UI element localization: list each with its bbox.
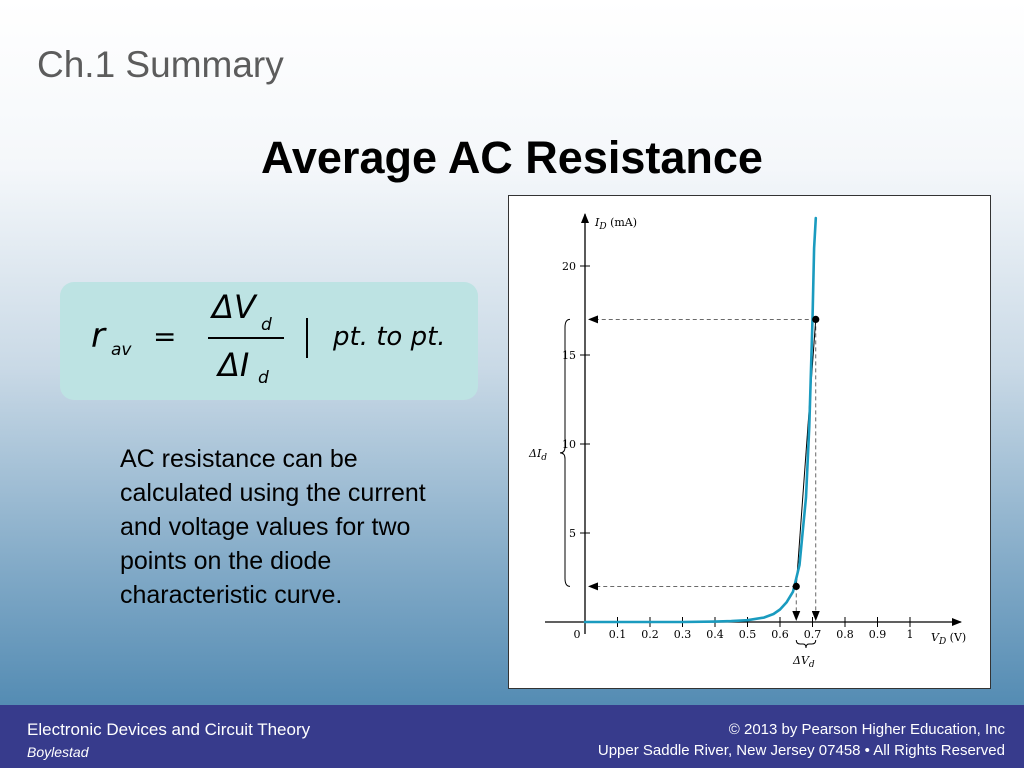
x-tick-label: 1 bbox=[907, 628, 914, 641]
footer-copyright-line2: Upper Saddle River, New Jersey 07458 • A… bbox=[597, 742, 1005, 759]
delta-i-label: ΔId bbox=[528, 447, 547, 463]
chord-line bbox=[795, 319, 817, 587]
section-title: Ch.1 Summary bbox=[37, 44, 284, 85]
x-tick-label: 0 bbox=[574, 628, 581, 641]
y-tick-label: 5 bbox=[569, 527, 576, 540]
axes-layer bbox=[545, 213, 962, 634]
formula-lhs-subscript: av bbox=[111, 340, 132, 360]
x-tick-label: 0.4 bbox=[706, 628, 724, 641]
guides-layer bbox=[559, 315, 820, 649]
diode-characteristic-chart: 0 0.1 0.2 0.3 0.4 0.5 0.6 0.7 0.8 0.9 1 5 10 15 20 VD (… bbox=[508, 195, 991, 689]
formula-denominator-subscript: d bbox=[258, 368, 269, 388]
y-tick-label: 15 bbox=[562, 349, 576, 362]
formula-qualifier: pt. to pt. bbox=[333, 322, 446, 352]
formula-equals: = bbox=[153, 320, 177, 353]
formula-lhs: r bbox=[91, 316, 105, 356]
curve-layer bbox=[583, 216, 818, 624]
formula-denominator: ΔI bbox=[218, 346, 250, 384]
x-tick-label: 0.8 bbox=[836, 628, 854, 641]
y-tick-label: 10 bbox=[562, 438, 576, 451]
evaluation-bar bbox=[306, 318, 308, 358]
points-layer bbox=[792, 315, 820, 590]
slide-title: Average AC Resistance bbox=[261, 132, 763, 183]
x-tick-label: 0.7 bbox=[804, 628, 822, 641]
fraction-bar bbox=[208, 337, 284, 339]
footer-copyright-line1: © 2013 by Pearson Higher Education, Inc bbox=[728, 721, 1005, 738]
body-text: AC resistance can be calculated using th… bbox=[120, 445, 426, 609]
y-axis-title: ID (mA) bbox=[594, 216, 637, 232]
formula-box: r av = ΔV d ΔI d pt. to pt. bbox=[60, 282, 478, 400]
operating-point-lower bbox=[792, 582, 800, 590]
delta-v-label: ΔVd bbox=[792, 654, 815, 670]
x-tick-label: 0.5 bbox=[739, 628, 757, 641]
delta-v-brace bbox=[795, 639, 817, 649]
footer-book-title: Electronic Devices and Circuit Theory bbox=[27, 720, 311, 739]
y-tick-label: 20 bbox=[562, 260, 576, 273]
footer-author: Boylestad bbox=[27, 744, 89, 760]
x-axis-title: VD (V) bbox=[931, 631, 966, 647]
footer-copyright: © 2013 by Pearson Higher Education, Inc … bbox=[598, 719, 1005, 761]
formula-numerator-subscript: d bbox=[261, 315, 272, 335]
formula-numerator: ΔV bbox=[212, 288, 256, 326]
x-tick-label: 0.3 bbox=[674, 628, 692, 641]
diode-curve bbox=[583, 216, 818, 624]
footer-bar: Electronic Devices and Circuit Theory Bo… bbox=[0, 705, 1024, 768]
x-tick-label: 0.6 bbox=[771, 628, 789, 641]
x-tick-label: 0.2 bbox=[641, 628, 659, 641]
operating-point-upper bbox=[812, 315, 820, 323]
x-tick-label: 0.1 bbox=[609, 628, 627, 641]
delta-i-brace bbox=[559, 318, 571, 587]
x-tick-label: 0.9 bbox=[869, 628, 887, 641]
